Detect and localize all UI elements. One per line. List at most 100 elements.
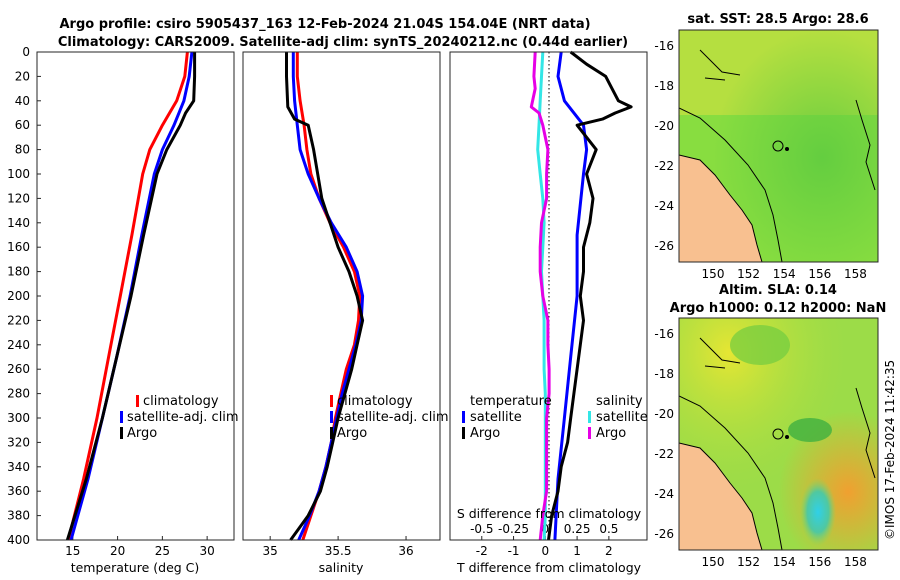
lon-tick-label: 158 [844, 267, 867, 281]
sla-green-patch [730, 325, 790, 365]
lat-tick-label: -20 [654, 119, 674, 133]
legend-swatch-satellite [120, 411, 123, 423]
depth-tick-label: 240 [7, 338, 30, 352]
legend-label-argo: Argo [127, 426, 157, 441]
depth-tick-label: 120 [7, 191, 30, 205]
lat-tick-label: -26 [654, 527, 674, 541]
lon-tick-label: 156 [808, 267, 831, 281]
sla-coastline [679, 442, 763, 550]
depth-tick-labels: 0 20 40 60 80 100 120 140 160 180 200 220 240 260 280 3… [7, 45, 41, 547]
lat-tick-label: -16 [654, 327, 674, 341]
depth-tick-label: 260 [7, 362, 30, 376]
temperature-tick-label: 25 [155, 544, 170, 558]
series-line-s-argo [529, 51, 551, 541]
lon-tick-label: 150 [702, 267, 725, 281]
series-line-argo [65, 52, 197, 541]
legend-swatch-climatology [136, 395, 139, 407]
lon-tick-label: 150 [702, 555, 725, 569]
depth-tick-label: 20 [15, 69, 30, 83]
series-line-t-satellite [553, 51, 589, 541]
sst-land-mass [679, 155, 762, 262]
salinity-lines [285, 52, 365, 541]
salinity-panel: 35 35.5 36 salinity climatology satellite-… [242, 51, 449, 575]
temperature-panel: 0 20 40 60 80 100 120 140 160 180 200 220 240 260 280 3… [7, 45, 239, 575]
t-difference-tick-label: -1 [508, 544, 520, 558]
salinity-xlabel: salinity [319, 560, 364, 575]
legend-swatch-satellite [330, 411, 333, 423]
temperature-legend: climatology satellite-adj. clim Argo [120, 394, 239, 441]
lat-tick-label: -18 [654, 367, 674, 381]
depth-tick-label: 140 [7, 216, 30, 230]
depth-tick-label: 40 [15, 94, 30, 108]
difference-panel: -2 -1 0 1 2 -0.5 -0.25 0 0.25 0.5 T difference f… [449, 50, 648, 575]
lat-tick-label: -26 [654, 239, 674, 253]
s-difference-xlabel: S difference from climatology [457, 506, 642, 521]
difference-lines [529, 50, 633, 541]
argo-float-marker [785, 147, 789, 151]
lon-tick-label: 152 [737, 555, 760, 569]
sst-shelf-contour [679, 107, 783, 262]
depth-tick-label: 60 [15, 118, 30, 132]
sla-lat-tick-labels: -16 -18 -20 -22 -24 -26 [654, 327, 674, 541]
salinity-tick-label: 35 [263, 544, 278, 558]
lon-tick-label: 154 [773, 267, 796, 281]
depth-tick-label: 280 [7, 387, 30, 401]
figure-title-line1: Argo profile: csiro 5905437_163 12-Feb-2… [59, 17, 590, 32]
lat-tick-label: -24 [654, 199, 674, 213]
sla-map-title-line1: Altim. SLA: 0.14 [719, 283, 837, 298]
legend-label-argo: Argo [337, 426, 367, 441]
legend-label-satellite: satellite-adj. clim [337, 410, 449, 425]
sst-lon-tick-labels: 150 152 154 156 158 [702, 267, 867, 281]
t-difference-tick-label: -2 [476, 544, 488, 558]
series-line-climatology [66, 51, 189, 541]
legend-title-salinity: salinity [596, 394, 643, 409]
temperature-tick-label: 30 [199, 544, 214, 558]
sst-coastline [679, 154, 763, 262]
lat-tick-label: -16 [654, 39, 674, 53]
temperature-axes-frame [36, 51, 235, 541]
lat-tick-label: -18 [654, 79, 674, 93]
s-difference-tick-labels: -0.5 -0.25 0 0.25 0.5 [470, 522, 618, 536]
sla-reef-contour [699, 337, 876, 479]
sla-green-eddy [788, 418, 832, 442]
depth-tick-label: 80 [15, 143, 30, 157]
legend-label-t-argo: Argo [470, 426, 500, 441]
legend-swatch-t-argo [462, 427, 465, 439]
depth-tick-label: 320 [7, 435, 30, 449]
sla-map-frame [678, 317, 879, 551]
salinity-tick-label: 35.5 [325, 544, 352, 558]
sla-map-title-line2: Argo h1000: 0.12 h2000: NaN [670, 301, 887, 316]
argo-float-marker [785, 435, 789, 439]
depth-tick-label: 300 [7, 411, 30, 425]
series-line-argo [285, 52, 365, 541]
sla-shelf-contour [679, 395, 783, 550]
s-difference-tick-label: 0.25 [564, 522, 591, 536]
series-line-t-argo [547, 50, 633, 541]
salinity-tick-labels: 35 35.5 36 [263, 536, 414, 558]
legend-label-s-satellite: satellite [596, 410, 648, 425]
temperature-xlabel: temperature (deg C) [71, 560, 200, 575]
t-difference-tick-label: 1 [573, 544, 581, 558]
lat-tick-label: -22 [654, 447, 674, 461]
s-difference-tick-label: -0.25 [498, 522, 529, 536]
depth-tick-label: 400 [7, 533, 30, 547]
legend-label-climatology: climatology [337, 394, 413, 409]
imos-timestamp: ©IMOS 17-Feb-2024 11:42:35 [883, 360, 897, 540]
legend-swatch-s-satellite [588, 411, 591, 423]
sla-island [772, 428, 784, 440]
sla-cyan-eddy [800, 478, 836, 546]
legend-swatch-t-satellite [462, 411, 465, 423]
s-difference-tick-label: -0.5 [470, 522, 493, 536]
salinity-legend: climatology satellite-adj. clim Argo [330, 394, 449, 441]
lat-tick-label: -24 [654, 487, 674, 501]
lat-tick-label: -22 [654, 159, 674, 173]
salinity-axes-frame [242, 51, 441, 541]
sla-land-mass [679, 443, 762, 550]
sst-reef-contour [699, 49, 876, 191]
lon-tick-label: 156 [808, 555, 831, 569]
lon-tick-label: 154 [773, 555, 796, 569]
temperature-lines [65, 51, 197, 541]
t-difference-tick-label: 2 [605, 544, 613, 558]
sst-map-title: sat. SST: 28.5 Argo: 28.6 [687, 12, 868, 27]
legend-label-t-satellite: satellite [470, 410, 522, 425]
